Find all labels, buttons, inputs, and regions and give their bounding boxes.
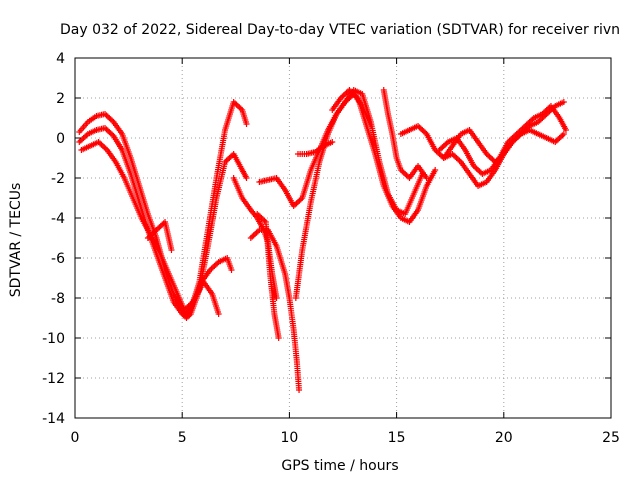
series-track-1 [76, 99, 250, 319]
y-tick-label: -4 [51, 211, 65, 227]
series-track-13 [380, 87, 430, 181]
series-track-16 [440, 127, 567, 189]
data-point [275, 335, 282, 341]
series-track-8 [254, 211, 282, 341]
series-track-7 [247, 227, 303, 393]
y-tick-label: -10 [42, 331, 65, 347]
y-tick-label: -8 [51, 291, 65, 307]
x-tick-label: 0 [71, 430, 80, 446]
data-point [243, 175, 250, 181]
x-tick-label: 10 [280, 430, 298, 446]
data-point [432, 167, 439, 173]
data-point [296, 387, 303, 393]
data-point [562, 127, 569, 133]
data-point [228, 267, 235, 273]
y-axis-label: SDTVAR / TECUs [8, 183, 24, 298]
y-tick-label: 4 [56, 51, 65, 67]
x-tick-label: 15 [388, 430, 406, 446]
series-track-11 [294, 139, 336, 157]
data-point [243, 121, 250, 127]
chart-title: Day 032 of 2022, Sidereal Day-to-day VTE… [60, 22, 620, 38]
series-track-10 [292, 87, 426, 301]
data-point [215, 311, 222, 317]
plot-frame [74, 57, 612, 419]
x-tick-label: 25 [602, 430, 620, 446]
axis-ticks: 0 5 10 15 20 25 -14 -12 -10 -8 -6 -4 -2 0 2 4 [42, 51, 620, 446]
data-marks [76, 87, 569, 393]
y-tick-label: 2 [56, 91, 65, 107]
data-point [560, 131, 567, 137]
x-tick-label: 5 [178, 430, 187, 446]
series-track-5 [144, 219, 175, 253]
y-tick-label: -6 [51, 251, 65, 267]
y-tick-label: 0 [56, 131, 65, 147]
series-track-4 [183, 279, 222, 317]
y-tick-label: -12 [42, 371, 65, 387]
x-axis-label: GPS time / hours [281, 458, 398, 474]
data-point [273, 295, 280, 301]
x-tick-label: 20 [495, 430, 513, 446]
series-track-14 [397, 99, 567, 165]
data-point [168, 247, 175, 253]
y-tick-label: -14 [42, 411, 65, 427]
data-point [423, 175, 430, 181]
y-tick-label: -2 [51, 171, 65, 187]
data-point [560, 99, 567, 105]
data-point [329, 139, 336, 145]
series-track-12 [329, 87, 439, 225]
